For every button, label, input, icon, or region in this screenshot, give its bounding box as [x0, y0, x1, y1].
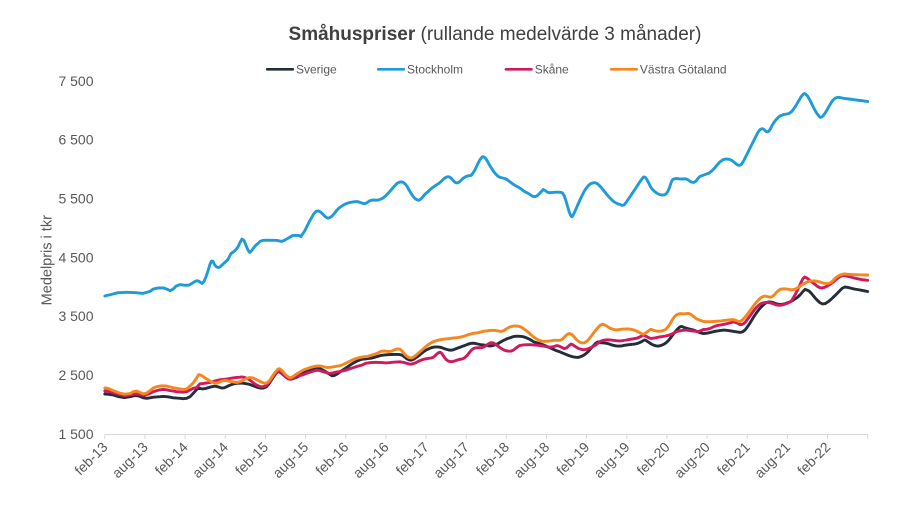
svg-text:1 500: 1 500	[58, 426, 93, 442]
svg-text:2 500: 2 500	[58, 367, 93, 383]
svg-text:7 500: 7 500	[58, 73, 93, 89]
svg-text:4 500: 4 500	[58, 249, 93, 265]
svg-text:Stockholm: Stockholm	[407, 63, 463, 77]
svg-text:5 500: 5 500	[58, 191, 93, 207]
svg-text:Medelpris i tkr: Medelpris i tkr	[40, 215, 56, 305]
svg-text:6 500: 6 500	[58, 132, 93, 148]
svg-text:Västra Götaland: Västra Götaland	[640, 63, 727, 77]
svg-text:Sverige: Sverige	[296, 63, 337, 77]
svg-text:Småhuspriser (rullande medelvä: Småhuspriser (rullande medelvärde 3 måna…	[289, 24, 702, 45]
svg-text:3 500: 3 500	[58, 308, 93, 324]
svg-text:Skåne: Skåne	[535, 63, 569, 77]
